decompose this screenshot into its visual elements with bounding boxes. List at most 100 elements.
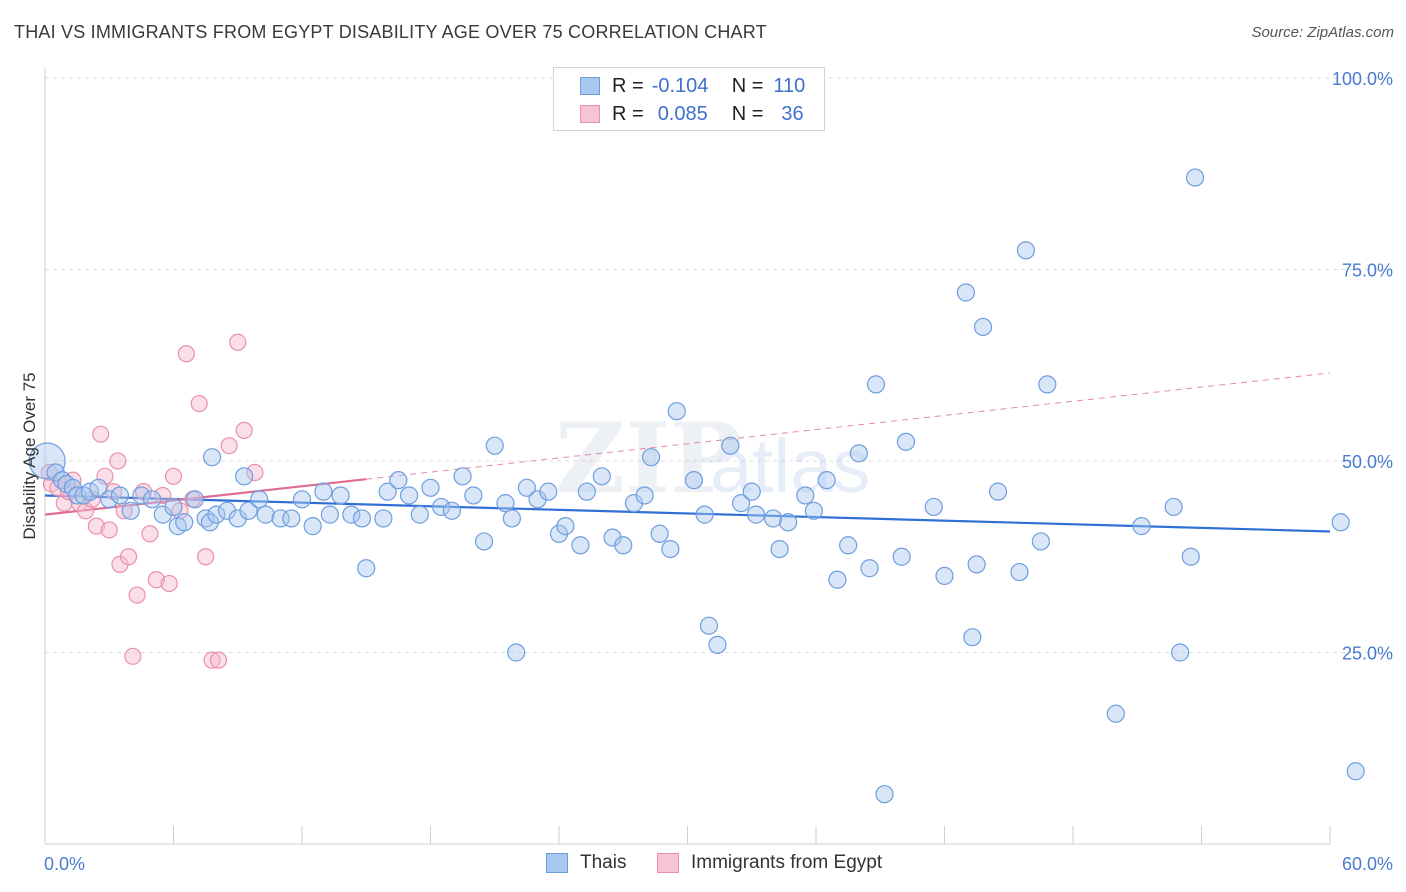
egypt-point — [128, 586, 146, 604]
egypt-point — [229, 333, 247, 351]
egypt-point — [197, 548, 215, 566]
thai-point — [89, 478, 108, 497]
legend-item-egypt[interactable]: Immigrants from Egypt — [657, 852, 882, 874]
egypt-trend-line-solid — [44, 478, 367, 516]
thai-point — [924, 497, 943, 517]
thai-point — [282, 509, 301, 528]
series-legend: Thais Immigrants from Egypt — [0, 852, 1406, 878]
y-tick-label: 100.0% — [1332, 69, 1393, 89]
thai-point — [502, 509, 521, 528]
egypt-point — [164, 467, 183, 485]
thai-point — [695, 505, 714, 524]
thai-point — [421, 478, 440, 497]
egypt-point — [160, 574, 178, 593]
egypt-point — [190, 394, 208, 413]
thai-point — [453, 467, 472, 486]
chart-title: THAI VS IMMIGRANTS FROM EGYPT DISABILITY… — [14, 22, 767, 42]
legend-r-value: -0.104 — [651, 74, 709, 97]
egypt-point — [96, 467, 114, 485]
thai-point — [185, 490, 205, 509]
legend-item-thais[interactable]: Thais — [546, 852, 626, 874]
egypt-point — [100, 521, 118, 539]
thai-point — [556, 517, 575, 536]
thai-point — [320, 505, 339, 524]
thai-point — [614, 536, 633, 555]
thais-trend-line — [44, 494, 1331, 533]
thai-point — [839, 536, 858, 555]
egypt-point — [124, 647, 142, 665]
thai-point — [1132, 517, 1151, 536]
thai-point — [849, 444, 868, 463]
egypt-point — [154, 486, 172, 505]
egypt-trend-line-projected — [366, 372, 1331, 480]
legend-r-value: 0.085 — [657, 102, 708, 125]
thai-point — [1010, 562, 1029, 582]
thai-point — [796, 486, 815, 505]
thai-point — [235, 467, 254, 486]
thai-point — [817, 471, 836, 490]
thai-point — [374, 509, 393, 528]
thai-point — [956, 283, 976, 302]
legend-n-label: N = — [731, 74, 764, 97]
egypt-point — [141, 525, 159, 543]
x-tick-label: 0.0% — [44, 854, 85, 874]
thai-point — [256, 505, 275, 524]
thai-point — [271, 509, 290, 528]
thai-point — [973, 317, 993, 337]
thai-point — [1170, 643, 1190, 662]
thai-point — [764, 509, 783, 528]
thai-point — [1346, 762, 1365, 781]
thai-point — [661, 539, 680, 559]
thai-point — [1016, 241, 1035, 260]
thai-point — [779, 513, 798, 532]
egypt-point — [209, 651, 228, 669]
trend-lines — [44, 372, 1331, 533]
watermark-zip: ZIP — [555, 402, 742, 515]
thai-point — [399, 486, 419, 505]
legend-label-thais: Thais — [580, 852, 627, 873]
thai-point — [1185, 168, 1205, 187]
legend-n-value: 36 — [781, 102, 804, 125]
thai-point — [175, 513, 194, 532]
legend-r-label: R = — [612, 102, 644, 125]
thai-point — [110, 486, 130, 505]
grid-lines — [45, 77, 1392, 653]
thai-point — [860, 559, 879, 578]
thai-point — [721, 436, 740, 455]
thai-point — [331, 486, 350, 505]
egypt-point — [147, 571, 165, 589]
legend-n-label: N = — [731, 102, 764, 125]
watermark: ZIP atlas — [555, 402, 871, 515]
thai-point — [389, 471, 408, 490]
y-tick-label: 75.0% — [1342, 261, 1393, 281]
legend-label-egypt: Immigrants from Egypt — [691, 852, 883, 873]
thai-point — [770, 539, 789, 559]
thai-point — [746, 505, 766, 524]
thai-point — [507, 643, 526, 662]
axes — [44, 68, 1331, 845]
egypt-point — [220, 437, 238, 455]
thai-point — [731, 494, 751, 513]
tick-labels: 25.0% 50.0% 75.0% 100.0% 0.0% 60.0% — [44, 69, 1393, 874]
thais-swatch — [546, 853, 568, 873]
thai-point — [142, 490, 162, 509]
thai-point — [496, 494, 515, 513]
y-tick-label: 50.0% — [1342, 452, 1393, 472]
thai-point — [892, 547, 911, 566]
thai-point — [202, 448, 222, 467]
thai-point — [1164, 497, 1183, 517]
thai-point — [667, 402, 686, 421]
legend-row-thais: R = -0.104 N = 110 — [580, 73, 805, 99]
thai-point — [988, 482, 1008, 501]
egypt-point — [87, 517, 106, 535]
thai-point — [378, 482, 397, 501]
thai-points — [28, 168, 1365, 804]
egypt-swatch — [580, 105, 600, 123]
legend-row-egypt: R = 0.085 N = 36 — [580, 101, 804, 127]
egypt-point — [119, 548, 138, 566]
thai-point — [314, 482, 333, 501]
correlation-legend: R = -0.104 N = 110 R = 0.085 N = 36 — [553, 67, 825, 131]
thai-point — [742, 482, 761, 501]
thai-point — [935, 566, 954, 586]
